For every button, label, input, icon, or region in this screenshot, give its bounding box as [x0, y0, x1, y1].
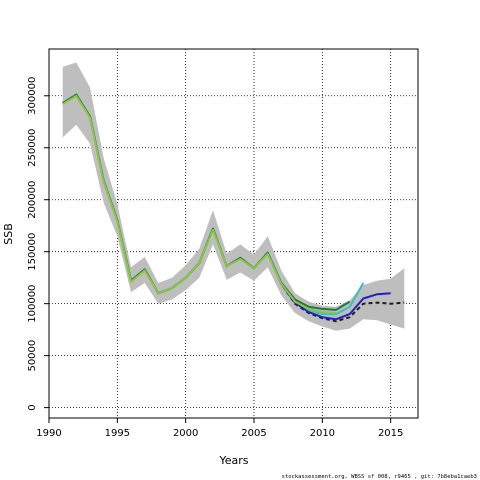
series-line-5: [62, 94, 337, 314]
y-axis: 0 50000 100000 150000 200000 250000 300000: [27, 77, 49, 411]
x-tick-label: 1990: [36, 428, 61, 439]
grid-lines: [48, 49, 418, 418]
x-axis-label: Years: [218, 454, 248, 467]
series-layer: [62, 93, 405, 323]
plot-frame: [48, 48, 419, 419]
y-tick-label: 50000: [27, 340, 38, 372]
x-tick-label: 2000: [173, 428, 198, 439]
y-tick-label: 250000: [27, 129, 38, 167]
y-axis-label: SSB: [2, 223, 15, 245]
footnote-text: stockassessment.org, WBSS sf 008, r9465 …: [282, 474, 477, 480]
confidence-band: [62, 62, 405, 331]
x-tick-label: 1995: [105, 428, 130, 439]
y-tick-label: 0: [27, 404, 38, 410]
x-tick-label: 2005: [241, 428, 266, 439]
y-tick-label: 300000: [27, 77, 38, 115]
y-tick-label: 200000: [27, 181, 38, 219]
x-axis: 1990 1995 2000 2005 2010 2015: [36, 418, 403, 439]
y-tick-label: 150000: [27, 233, 38, 271]
y-tick-label: 100000: [27, 285, 38, 323]
x-tick-label: 2010: [310, 428, 335, 439]
x-tick-label: 2015: [378, 428, 403, 439]
